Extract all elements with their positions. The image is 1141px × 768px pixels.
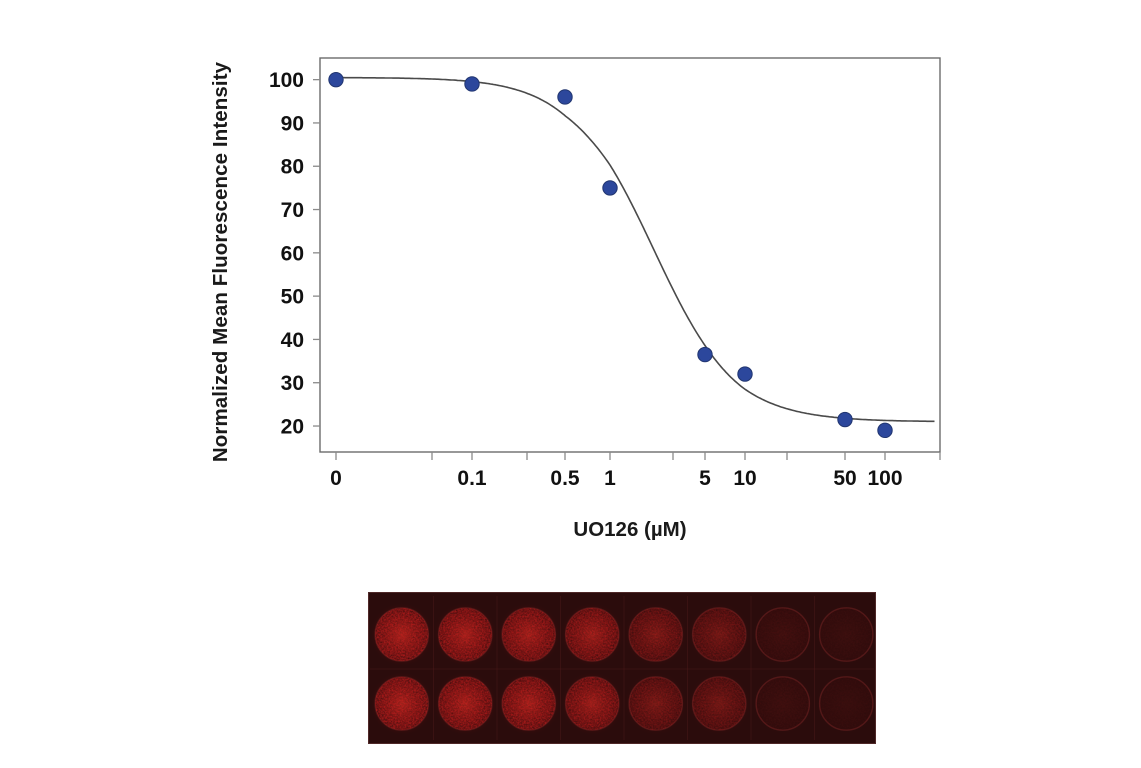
data-point (602, 180, 618, 196)
x-tick-label: 5 (699, 467, 711, 490)
well-signal (502, 607, 556, 662)
x-tick-label: 0.1 (457, 467, 487, 490)
data-point (877, 422, 893, 439)
y-tick-label: 100 (269, 69, 304, 92)
data-point (464, 76, 480, 92)
well-signal (565, 607, 619, 662)
well-signal (819, 676, 873, 731)
y-tick-label: 40 (281, 329, 304, 352)
well-signal (375, 676, 429, 731)
plot-area: 20 30 40 50 60 70 80 90 100 0 0.1 0.5 1 5 10 50 100 (269, 57, 941, 490)
plot-frame (319, 57, 941, 453)
well-signal (375, 607, 429, 662)
dose-response-chart: Normalized Mean Fluorescence Intensity U… (209, 57, 941, 541)
plate-wells (370, 596, 876, 740)
x-tick-label: 10 (733, 467, 756, 490)
x-tick-label: 50 (833, 467, 856, 490)
well-signal (756, 676, 810, 731)
x-tick-label: 100 (867, 467, 902, 490)
well-signal (502, 676, 556, 731)
microplate-image (368, 592, 876, 744)
well-signal (629, 676, 683, 731)
data-point (697, 346, 713, 363)
well-signal (819, 607, 873, 662)
well-signal (629, 607, 683, 662)
x-axis-title: UO126 (µM) (573, 518, 687, 541)
x-tick-label: 0.5 (550, 467, 580, 490)
y-tick-label: 30 (281, 372, 304, 395)
y-tick-label: 90 (281, 112, 304, 135)
well-signal (756, 607, 810, 662)
x-axis-ticks: 0 0.1 0.5 1 5 10 50 100 (330, 452, 941, 490)
data-point (837, 411, 853, 428)
well-signal (438, 676, 492, 731)
well-signal (565, 676, 619, 731)
microplate-svg (368, 592, 876, 744)
data-point (737, 366, 753, 382)
y-tick-label: 80 (281, 156, 304, 179)
data-points (328, 71, 893, 439)
x-tick-label: 1 (604, 467, 616, 490)
y-tick-label: 50 (281, 286, 304, 309)
well-signal (692, 607, 746, 662)
y-tick-label: 60 (281, 242, 304, 265)
plate-border (368, 592, 876, 744)
well-signal (438, 607, 492, 662)
y-tick-label: 70 (281, 199, 304, 222)
data-point (557, 89, 573, 105)
y-tick-label: 20 (281, 416, 304, 439)
y-axis-ticks: 20 30 40 50 60 70 80 90 100 (269, 69, 320, 439)
sigmoid-fit-curve (336, 76, 935, 423)
well-signal (692, 676, 746, 731)
x-tick-label: 0 (330, 467, 342, 490)
fit-curve (336, 76, 935, 423)
data-point (328, 71, 344, 88)
